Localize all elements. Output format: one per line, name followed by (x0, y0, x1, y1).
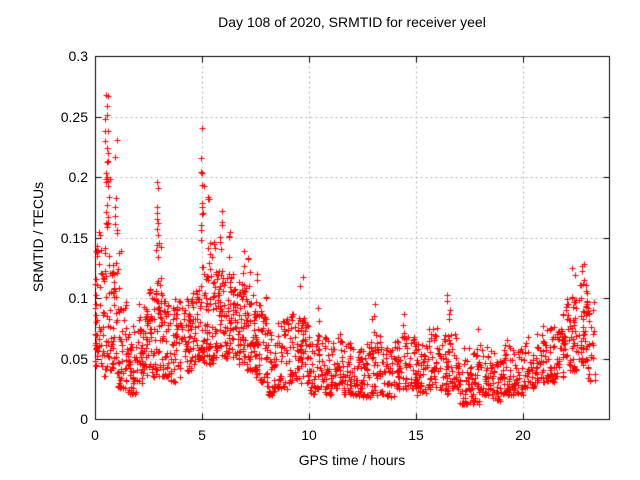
y-tick-label: 0.05 (60, 351, 88, 367)
x-tick-label: 10 (301, 427, 317, 443)
y-tick-label: 0.15 (60, 230, 88, 246)
chart-title: Day 108 of 2020, SRMTID for receiver yee… (218, 14, 486, 30)
y-tick-label: 0.1 (68, 290, 88, 306)
x-tick-label: 5 (198, 427, 206, 443)
x-tick-label: 15 (408, 427, 424, 443)
x-axis-label: GPS time / hours (298, 452, 406, 468)
y-tick-label: 0 (80, 411, 88, 427)
y-tick-label: 0.25 (60, 109, 88, 125)
x-tick-label: 20 (515, 427, 531, 443)
y-tick-label: 0.3 (68, 48, 88, 64)
y-tick-label: 0.2 (68, 169, 88, 185)
x-tick-label: 0 (91, 427, 99, 443)
